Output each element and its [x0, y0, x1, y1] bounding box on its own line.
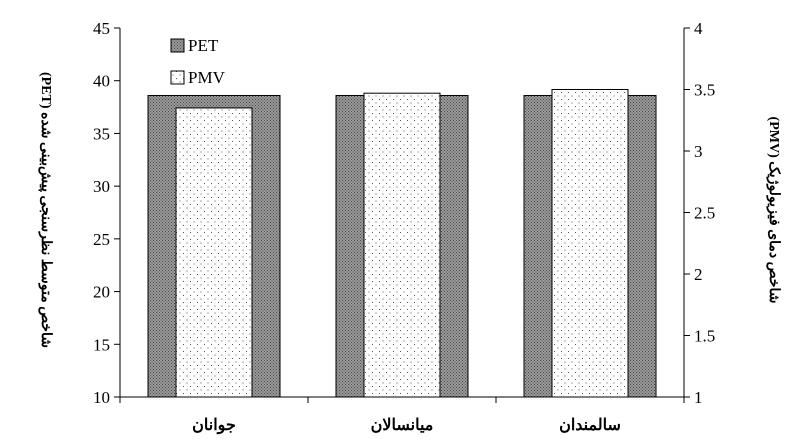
bars-layer	[147, 89, 657, 398]
legend-swatch-pet	[170, 38, 185, 53]
y-left-tick-label-7: 45	[93, 19, 110, 38]
y-axis-left-title: شاخص متوسط نظرسنجی پیش‌بینی شده (PET)	[38, 72, 53, 348]
legend-swatch-pmv	[170, 70, 185, 85]
bar-pmv-3	[551, 89, 629, 398]
legend-label-pet: PET	[188, 36, 219, 55]
y-left-tick-label-1: 15	[93, 335, 110, 354]
bar-pmv-1	[175, 107, 253, 398]
legend: PET PMV	[170, 36, 226, 87]
axes-layer: 10 15 20 25 30 35 40 45 1 1.5 2 2.5 3 3.5 4 جوانان میانس…	[93, 19, 715, 435]
bar-pmv-2	[363, 92, 441, 398]
y-right-tick-label-5: 3.5	[694, 81, 715, 100]
y-left-tick-label-2: 20	[93, 283, 110, 302]
y-left-tick-label-5: 35	[93, 124, 110, 143]
y-left-tick-label-4: 30	[93, 177, 110, 196]
y-right-tick-label-3: 2.5	[694, 204, 715, 223]
y-left-tick-label-0: 10	[93, 388, 110, 407]
x-category-label-2: میانسالان	[371, 417, 434, 434]
y-right-tick-label-1: 1.5	[694, 327, 715, 346]
x-category-label-3: سالمندان	[559, 417, 621, 434]
x-category-label-1: جوانان	[192, 417, 236, 435]
y-axis-right-title: شاخص دمای فیزیولوژیک (PMV)	[766, 117, 782, 304]
y-right-tick-label-0: 1	[694, 388, 703, 407]
y-left-tick-label-3: 25	[93, 230, 110, 249]
legend-label-pmv: PMV	[188, 68, 226, 87]
y-right-tick-label-6: 4	[694, 19, 703, 38]
y-left-tick-label-6: 40	[93, 72, 110, 91]
y-right-tick-label-4: 3	[694, 142, 703, 161]
y-right-tick-label-2: 2	[694, 265, 703, 284]
